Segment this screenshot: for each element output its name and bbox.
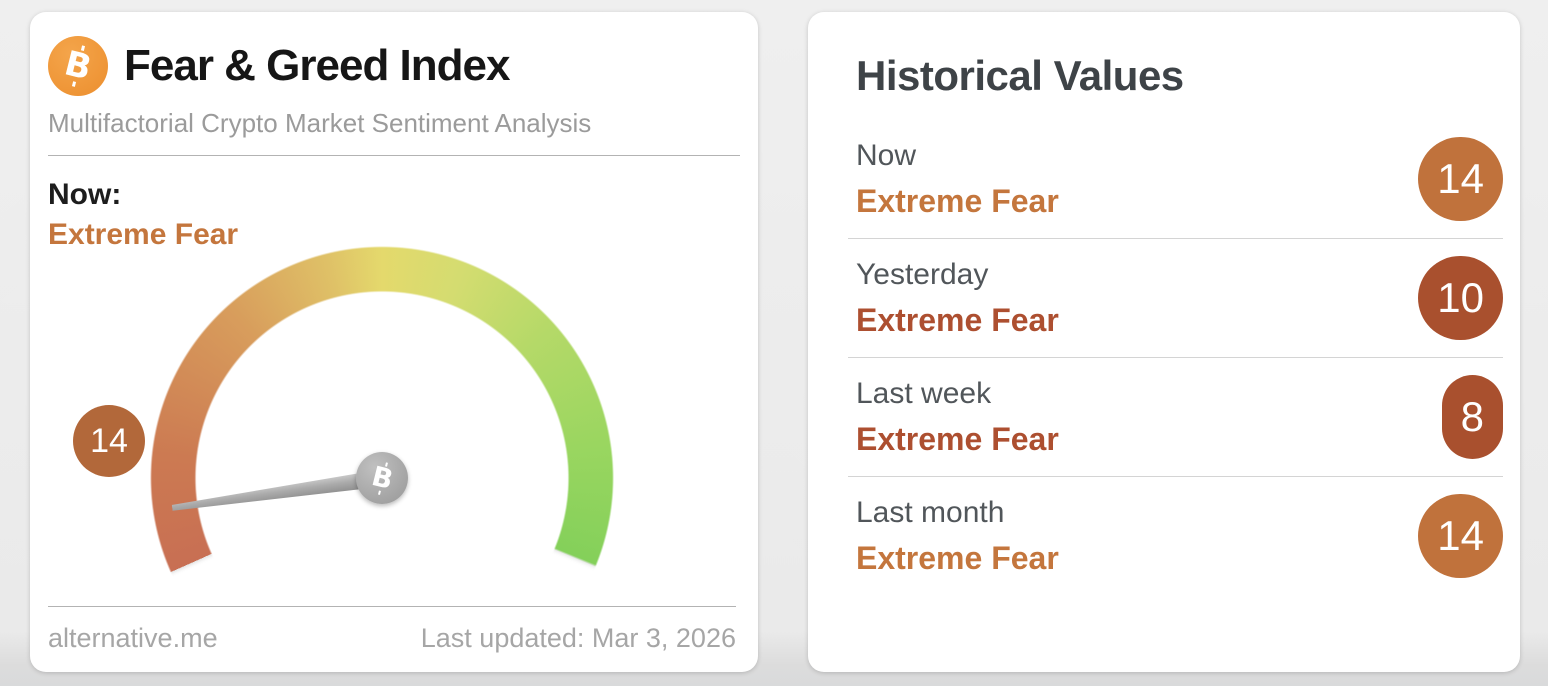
history-row-label: Yesterday bbox=[856, 257, 989, 291]
history-score-badge: 10 bbox=[1418, 256, 1503, 340]
history-row-now: Now Extreme Fear 14 bbox=[848, 120, 1503, 238]
history-row-label: Now bbox=[856, 138, 917, 172]
widget-header: B Fear & Greed Index bbox=[48, 36, 740, 96]
history-row-classification: Extreme Fear bbox=[856, 420, 1059, 457]
history-row-classification: Extreme Fear bbox=[856, 301, 1059, 338]
history-score-badge: 14 bbox=[1418, 137, 1503, 221]
history-row-classification: Extreme Fear bbox=[856, 539, 1059, 576]
history-row-label: Last month bbox=[856, 495, 1005, 529]
gauge-value-badge: 14 bbox=[73, 405, 145, 477]
history-row-last-month: Last month Extreme Fear 14 bbox=[848, 476, 1503, 595]
header-divider bbox=[48, 155, 740, 156]
fear-greed-widget-card: B Fear & Greed Index Multifactorial Cryp… bbox=[30, 12, 758, 686]
history-score-badge: 14 bbox=[1418, 494, 1503, 578]
history-row-yesterday: Yesterday Extreme Fear 10 bbox=[848, 238, 1503, 357]
source-link[interactable]: alternative.me bbox=[48, 623, 218, 653]
last-updated-text: Last updated: Mar 3, 2026 bbox=[420, 623, 736, 653]
historical-title: Historical Values bbox=[856, 52, 1184, 99]
now-label: Now: bbox=[48, 178, 122, 211]
history-row-last-week: Last week Extreme Fear 8 bbox=[848, 357, 1503, 476]
widget-subtitle: Multifactorial Crypto Market Sentiment A… bbox=[48, 108, 592, 138]
bitcoin-icon: B bbox=[48, 36, 108, 96]
history-row-classification: Extreme Fear bbox=[856, 182, 1059, 219]
now-classification: Extreme Fear bbox=[48, 218, 239, 251]
history-score-badge: 8 bbox=[1441, 375, 1503, 459]
widget-footer: alternative.me Last updated: Mar 3, 2026 bbox=[48, 606, 736, 654]
gauge-pivot-bitcoin-icon: B bbox=[356, 452, 408, 504]
history-row-label: Last week bbox=[856, 376, 992, 410]
widget-title: Fear & Greed Index bbox=[124, 41, 510, 90]
historical-values-card: Historical Values Now Extreme Fear 14 Ye… bbox=[808, 12, 1520, 672]
